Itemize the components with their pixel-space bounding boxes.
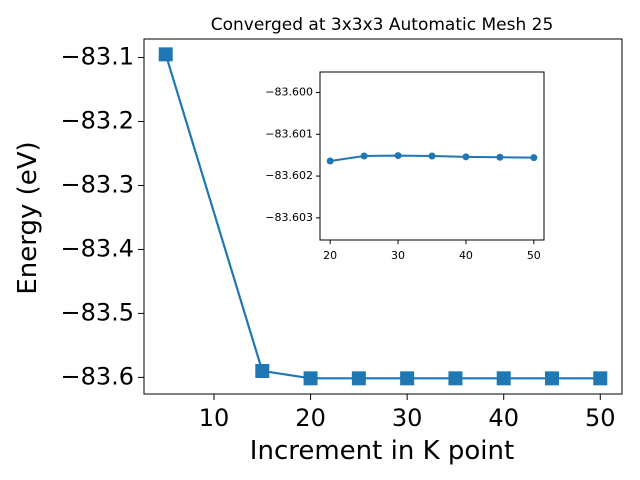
main-y-tick-label: −83.6 [60,362,134,390]
main-data-point [351,371,366,386]
inset-data-point [326,157,334,165]
inset-x-tick-label: 50 [527,249,541,262]
main-x-tick-label: 50 [585,404,616,432]
inset-data-point [428,152,436,160]
main-data-point [303,371,318,386]
main-data-point [593,371,608,386]
main-y-tick-label: −83.2 [60,107,134,135]
inset-x-tick-label: 30 [391,249,405,262]
inset-y-tick-label: −83.602 [265,169,313,182]
inset-frame [319,71,545,241]
inset-data-point [360,152,368,160]
main-data-point [255,363,270,378]
main-series-line [164,54,601,380]
inset-y-tick-label: −83.603 [265,211,313,224]
inset-x-tick-label: 40 [459,249,473,262]
main-data-point [496,371,511,386]
main-y-tick-label: −83.1 [60,43,134,71]
inset-data-point [394,152,402,160]
main-x-tick-label: 20 [295,404,326,432]
x-axis-label: Increment in K point [250,436,514,466]
inset-plot: 20 30 40 50 −83.603 −83.602 −83.601 −83.600 [265,71,545,262]
main-x-tick-label: 30 [392,404,423,432]
inset-data-point [496,153,504,161]
inset-x-tick-label: 20 [323,249,337,262]
main-data-point [448,371,463,386]
main-data-point [158,47,173,62]
main-x-tick-label: 40 [488,404,519,432]
inset-data-point [462,153,470,161]
y-axis-label: Energy (eV) [13,141,43,294]
main-y-tick-label: −83.4 [60,234,134,262]
main-frame [143,38,623,395]
main-plot: 10 20 30 40 50 −83.6 −83.5 −83.4 −83.3 −83.2 −83.1 [60,38,623,432]
chart-title: Converged at 3x3x3 Automatic Mesh 25 [211,15,554,35]
main-y-tick-label: −83.5 [60,298,134,326]
inset-y-tick-label: −83.600 [265,85,313,98]
inset-y-tick-label: −83.601 [265,127,313,140]
main-data-point [400,371,415,386]
inset-data-point [530,154,538,162]
main-y-tick-label: −83.3 [60,170,134,198]
main-data-point [544,371,559,386]
main-x-tick-label: 10 [199,404,230,432]
